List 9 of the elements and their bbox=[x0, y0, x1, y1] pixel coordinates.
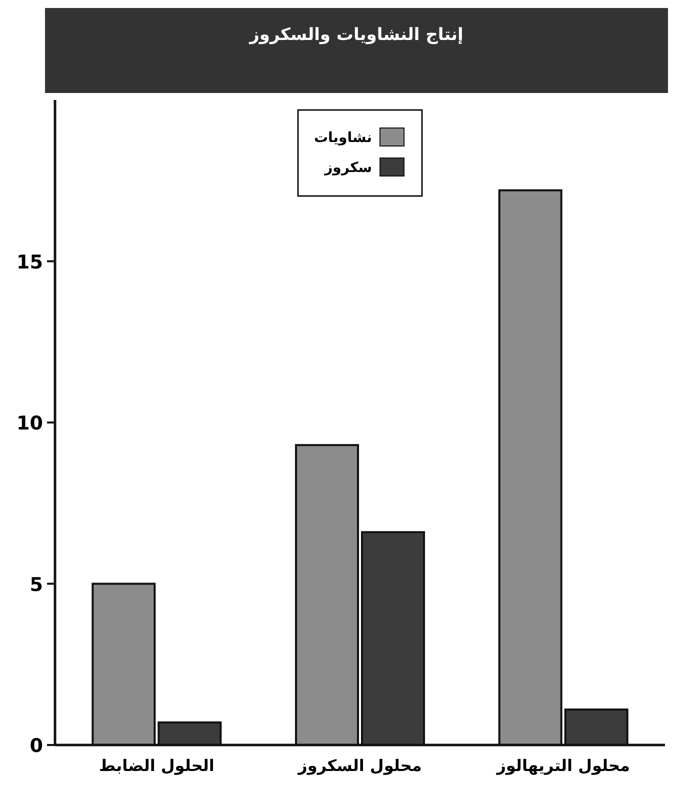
y-tick-label: 0 bbox=[30, 735, 43, 757]
x-tick-label: الحلول الضابط bbox=[98, 756, 214, 775]
legend-label: سكروز bbox=[324, 160, 372, 176]
x-tick-label: محلول التريهالوز bbox=[496, 756, 630, 775]
y-tick-label: 5 bbox=[30, 574, 43, 596]
y-tick-label: 10 bbox=[16, 412, 43, 434]
legend-label: نشاويات bbox=[314, 130, 372, 146]
x-tick-label: محلول السكروز bbox=[297, 756, 422, 775]
y-tick-label: 15 bbox=[16, 251, 43, 274]
